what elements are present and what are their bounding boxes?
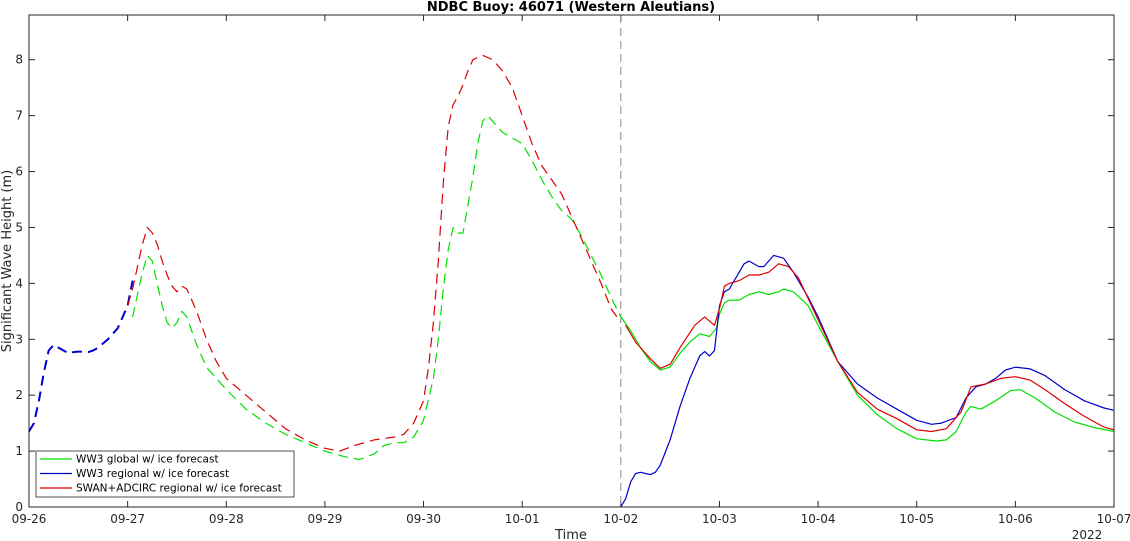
legend-box	[35, 450, 295, 498]
y-tick-label: 0	[15, 500, 23, 514]
x-tick-label: 10-04	[801, 512, 836, 526]
y-tick-label: 2	[15, 388, 23, 402]
y-tick-label: 5	[15, 220, 23, 234]
x-tick-label: 09-26	[12, 512, 47, 526]
chart-title: NDBC Buoy: 46071 (Western Aleutians)	[427, 0, 715, 15]
x-tick-label: 10-01	[505, 512, 540, 526]
legend-label-global: WW3 global w/ ice forecast	[76, 454, 219, 466]
y-tick-label: 6	[15, 165, 23, 179]
x-axis-label: Time	[554, 528, 587, 541]
y-tick-label: 3	[15, 332, 23, 346]
legend-label-regional: WW3 regional w/ ice forecast	[76, 468, 229, 480]
legend: WW3 global w/ ice forecast WW3 regional …	[35, 450, 295, 498]
series-line-regional-forecast	[620, 254, 1115, 508]
plot-background	[29, 15, 1114, 507]
series-line-regional-hindcast	[28, 280, 134, 433]
y-tick-label: 8	[15, 53, 23, 67]
series-line-global-hindcast	[132, 115, 622, 461]
x-tick-label: 10-03	[702, 512, 737, 526]
y-axis-label: Significant Wave Height (m)	[0, 170, 15, 352]
x-tick-label: 10-06	[998, 512, 1033, 526]
series-line-swan-forecast	[625, 263, 1115, 433]
y-tick-label: 4	[15, 276, 23, 290]
x-tick-label: 10-07	[1097, 512, 1130, 526]
y-tick-label: 7	[15, 109, 23, 123]
year-label: 2022	[1072, 528, 1103, 541]
x-tick-label: 10-05	[899, 512, 934, 526]
legend-label-swan: SWAN+ADCIRC regional w/ ice forecast	[76, 483, 282, 495]
x-tick-label: 10-02	[603, 512, 638, 526]
x-tick-label: 09-30	[406, 512, 441, 526]
x-tick-label: 09-29	[307, 512, 342, 526]
y-tick-label: 1	[15, 444, 23, 458]
x-tick-label: 09-27	[110, 512, 145, 526]
plot-frame	[28, 14, 1115, 508]
series-lines	[28, 54, 1115, 508]
tick-labels: 09-26 09-27 09-28 09-29 09-30 10-01 10-02 10-03…	[12, 53, 1130, 526]
series-line-global-forecast	[620, 288, 1115, 442]
x-tick-label: 09-28	[209, 512, 244, 526]
